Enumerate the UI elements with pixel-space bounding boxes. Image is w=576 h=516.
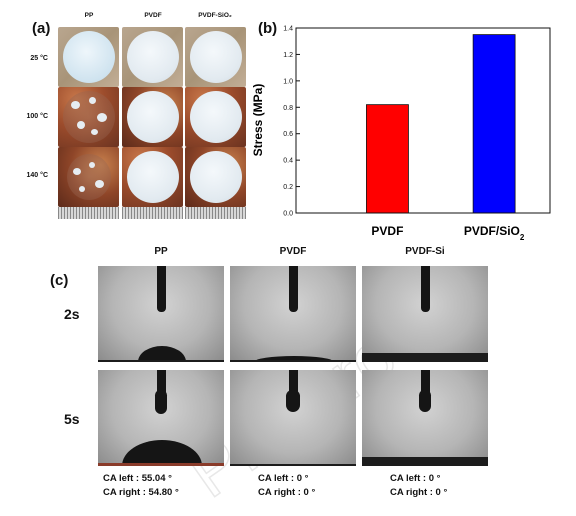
- membrane-surface: [230, 464, 356, 466]
- melt-spot: [78, 186, 85, 192]
- photo-pp-25c: [58, 27, 119, 87]
- syringe-needle: [288, 370, 298, 398]
- panel-a-col-pvdf: PVDF: [144, 12, 162, 19]
- syringe-needle: [420, 370, 430, 398]
- panel-c-col-pvdf: PVDF: [279, 246, 307, 257]
- membrane-disc: [189, 91, 242, 143]
- photo-pvdf-100c: [122, 87, 183, 147]
- water-droplet: [138, 346, 186, 362]
- x-category-label: PVDF: [371, 224, 403, 238]
- scale-ruler-pp: [58, 207, 119, 219]
- melt-spot: [88, 162, 95, 168]
- melt-spot: [70, 101, 80, 109]
- ca-values-pvdf-si: CA left : 0 ° CA right : 0 °: [390, 472, 447, 500]
- membrane-disc: [62, 91, 115, 143]
- syringe-needle: [288, 266, 298, 312]
- membrane-surface: [362, 457, 488, 466]
- hanging-droplet: [286, 390, 300, 412]
- y-tick-label: 1.0: [283, 78, 293, 85]
- syringe-needle: [156, 266, 166, 312]
- photo-pvdf-25c: [122, 27, 183, 87]
- droplet-photo-pp-5s: [98, 370, 224, 466]
- membrane-disc: [126, 31, 179, 83]
- ca-values-pp: CA left : 55.04 ° CA right : 54.80 °: [103, 472, 179, 500]
- bar-pvdf-sio2: [472, 34, 516, 214]
- droplet-photo-pp-2s: [98, 266, 224, 362]
- membrane-disc: [66, 154, 111, 200]
- panel-c-col-pvdf-si: PVDF-Si: [405, 246, 445, 257]
- droplet-photo-pvdf-si-2s: [362, 266, 488, 362]
- y-tick-label: 1.4: [283, 26, 293, 33]
- x-axis-labels: PVDF PVDF/SiO2: [371, 224, 524, 242]
- melt-spot: [96, 113, 107, 122]
- panel-c-label: (c): [50, 272, 69, 289]
- photo-pvdf-sio2-140c: [185, 147, 246, 207]
- membrane-disc: [62, 31, 115, 83]
- ca-left-pvdf: CA left : 0 °: [258, 473, 309, 484]
- melt-spot: [94, 180, 104, 188]
- photo-pp-140c: [58, 147, 119, 207]
- droplet-photo-pvdf-5s: [230, 370, 356, 466]
- y-tick-label: 0.0: [283, 211, 293, 218]
- water-droplet: [254, 356, 334, 362]
- photo-pp-100c: [58, 87, 119, 147]
- y-axis-ticks: 0.0 0.2 0.4 0.6 0.8 1.0 1.2 1.4: [283, 26, 300, 218]
- syringe-needle: [420, 266, 430, 312]
- panel-c-row-5s: 5s: [64, 411, 80, 427]
- membrane-surface: [98, 463, 224, 466]
- y-tick-label: 1.2: [283, 52, 293, 59]
- plot-frame: [295, 27, 551, 214]
- ca-left-pvdf-si: CA left : 0 °: [390, 473, 441, 484]
- ca-left-pp: CA left : 55.04 °: [103, 473, 172, 484]
- ca-values-pvdf: CA left : 0 ° CA right : 0 °: [258, 472, 315, 500]
- droplet-photo-pvdf-si-5s: [362, 370, 488, 466]
- hanging-droplet: [155, 390, 167, 414]
- panel-a-label: (a): [32, 20, 51, 37]
- panel-b-label: (b): [258, 20, 278, 37]
- hanging-droplet: [419, 390, 431, 412]
- photo-pvdf-140c: [122, 147, 183, 207]
- photo-pvdf-sio2-25c: [185, 27, 246, 87]
- melt-spot: [90, 129, 98, 135]
- panel-a-col-pp: PP: [84, 12, 94, 19]
- panel-c-col-pp: PP: [154, 246, 168, 257]
- bar-pvdf: [366, 104, 409, 214]
- y-tick-label: 0.8: [283, 105, 293, 112]
- panel-a-col-pvdf-sio2: PVDF-SiO₂: [198, 12, 232, 19]
- membrane-disc: [126, 91, 179, 143]
- scale-ruler-pvdf: [122, 207, 183, 219]
- panel-a-row-140c: 140 °C: [26, 172, 48, 179]
- photo-pvdf-sio2-100c: [185, 87, 246, 147]
- membrane-surface: [98, 360, 224, 362]
- x-category-label: PVDF/SiO2: [464, 224, 525, 242]
- y-tick-label: 0.6: [283, 131, 293, 138]
- y-tick-label: 0.2: [283, 184, 293, 191]
- membrane-disc: [189, 31, 242, 83]
- ca-right-pvdf-si: CA right : 0 °: [390, 487, 448, 498]
- melt-spot: [72, 168, 81, 175]
- bars: [366, 34, 516, 214]
- ca-right-pp: CA right : 54.80 °: [103, 487, 179, 498]
- melt-spot: [88, 97, 96, 104]
- stress-bar-chart: 0.0 0.2 0.4 0.6 0.8 1.0 1.2 1.4 Stress (MPa) PV…: [251, 26, 551, 242]
- panel-a-row-25c: 25 °C: [30, 55, 48, 62]
- panel-c-row-2s: 2s: [64, 306, 80, 322]
- membrane-surface: [362, 353, 488, 362]
- ca-right-pvdf: CA right : 0 °: [258, 487, 316, 498]
- syringe-needle: [156, 370, 166, 398]
- scale-ruler-pvdf-sio2: [185, 207, 246, 219]
- y-tick-label: 0.4: [283, 158, 293, 165]
- panel-a-row-100c: 100 °C: [26, 113, 48, 120]
- melt-spot: [76, 121, 85, 129]
- membrane-surface: [230, 360, 356, 362]
- membrane-disc: [189, 151, 242, 203]
- y-axis-label: Stress (MPa): [251, 84, 265, 157]
- membrane-disc: [126, 151, 179, 203]
- droplet-photo-pvdf-2s: [230, 266, 356, 362]
